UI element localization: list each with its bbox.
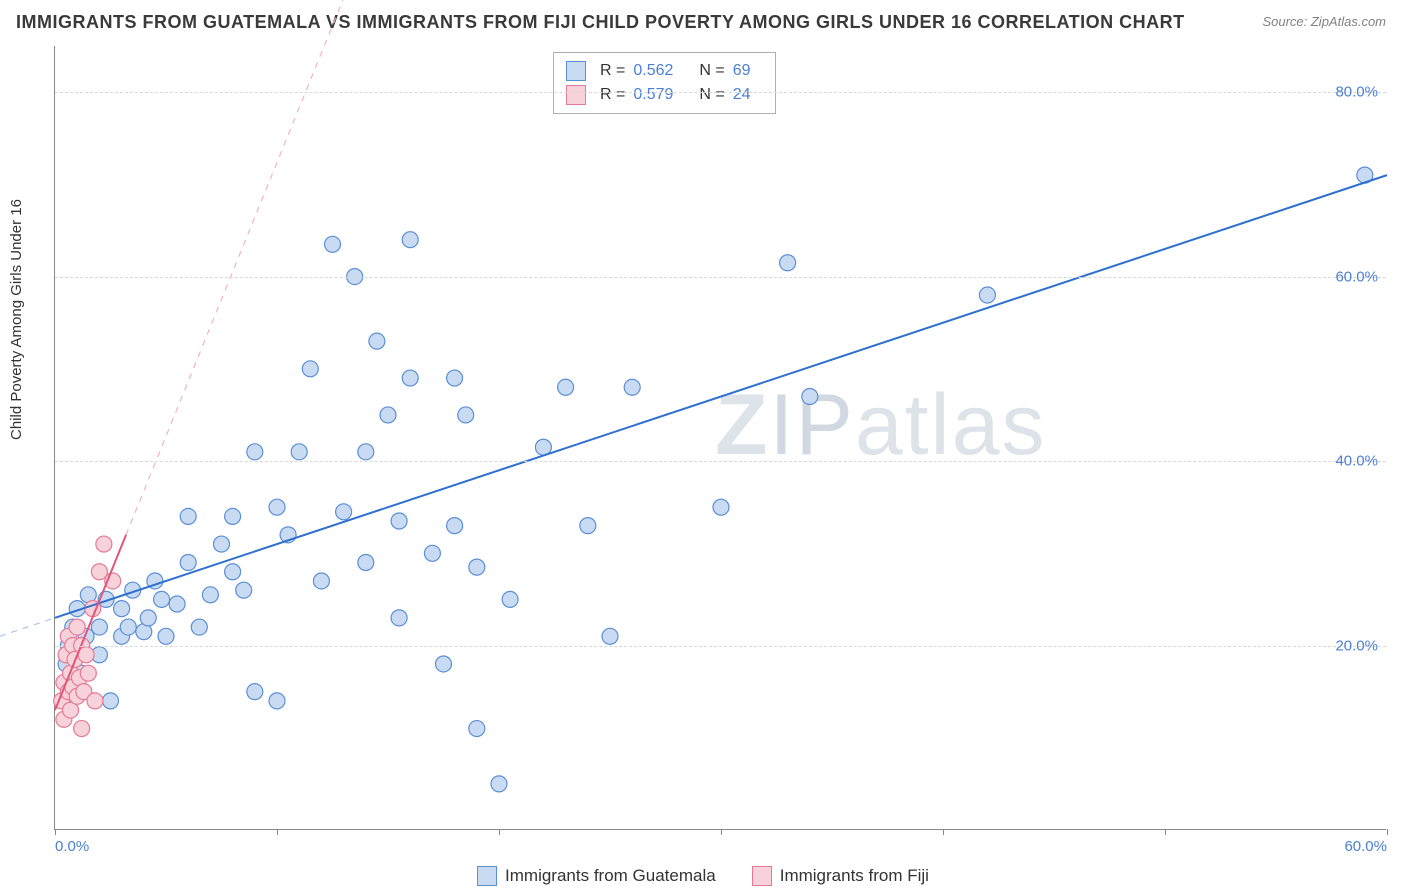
source-attribution: Source: ZipAtlas.com xyxy=(1262,14,1386,29)
plot-svg xyxy=(55,46,1386,829)
data-point-guatemala xyxy=(180,555,196,571)
data-point-guatemala xyxy=(269,499,285,515)
legend-swatch-guatemala xyxy=(477,866,497,886)
gridline-h xyxy=(55,277,1386,278)
x-tick xyxy=(55,829,56,835)
data-point-guatemala xyxy=(225,564,241,580)
legend-n-label: N = xyxy=(699,86,724,104)
y-tick-label: 40.0% xyxy=(1335,453,1378,470)
data-point-guatemala xyxy=(380,407,396,423)
x-tick-label: 60.0% xyxy=(1344,838,1387,855)
data-point-guatemala xyxy=(302,361,318,377)
data-point-guatemala xyxy=(169,596,185,612)
data-point-guatemala xyxy=(202,587,218,603)
legend-r-value-guatemala: 0.562 xyxy=(633,62,673,80)
x-tick xyxy=(943,829,944,835)
legend-series: Immigrants from Guatemala Immigrants fro… xyxy=(0,866,1406,886)
data-point-guatemala xyxy=(358,555,374,571)
data-point-guatemala xyxy=(140,610,156,626)
data-point-guatemala xyxy=(336,504,352,520)
data-point-fiji xyxy=(96,536,112,552)
legend-item-guatemala: Immigrants from Guatemala xyxy=(477,866,716,886)
data-point-guatemala xyxy=(780,255,796,271)
data-point-guatemala xyxy=(225,508,241,524)
data-point-guatemala xyxy=(391,610,407,626)
data-point-guatemala xyxy=(458,407,474,423)
y-tick-label: 80.0% xyxy=(1335,84,1378,101)
legend-item-fiji: Immigrants from Fiji xyxy=(752,866,929,886)
data-point-guatemala xyxy=(580,518,596,534)
y-tick-label: 20.0% xyxy=(1335,637,1378,654)
legend-n-value-guatemala: 69 xyxy=(733,62,751,80)
legend-n-value-fiji: 24 xyxy=(733,86,751,104)
x-tick-label: 0.0% xyxy=(55,838,89,855)
data-point-guatemala xyxy=(236,582,252,598)
x-tick xyxy=(1165,829,1166,835)
data-point-guatemala xyxy=(402,370,418,386)
data-point-guatemala xyxy=(325,236,341,252)
data-point-guatemala xyxy=(158,628,174,644)
legend-swatch-fiji xyxy=(752,866,772,886)
legend-label-fiji: Immigrants from Fiji xyxy=(780,866,929,886)
legend-r-label: R = xyxy=(600,86,625,104)
legend-stats-box: R = 0.562 N = 69 R = 0.579 N = 24 xyxy=(553,52,776,114)
chart-plot-area: ZIPatlas R = 0.562 N = 69 R = 0.579 N = … xyxy=(54,46,1386,830)
gridline-h xyxy=(55,646,1386,647)
x-tick xyxy=(277,829,278,835)
x-tick xyxy=(721,829,722,835)
data-point-guatemala xyxy=(436,656,452,672)
legend-n-label: N = xyxy=(699,62,724,80)
gridline-h xyxy=(55,461,1386,462)
data-point-guatemala xyxy=(154,591,170,607)
data-point-guatemala xyxy=(502,591,518,607)
legend-swatch-guatemala xyxy=(566,61,586,81)
y-tick-label: 60.0% xyxy=(1335,268,1378,285)
data-point-fiji xyxy=(87,693,103,709)
data-point-guatemala xyxy=(120,619,136,635)
data-point-fiji xyxy=(74,721,90,737)
data-point-guatemala xyxy=(802,388,818,404)
data-point-guatemala xyxy=(269,693,285,709)
data-point-guatemala xyxy=(369,333,385,349)
legend-stats-row-guatemala: R = 0.562 N = 69 xyxy=(566,59,763,83)
x-tick xyxy=(1387,829,1388,835)
legend-r-value-fiji: 0.579 xyxy=(633,86,673,104)
data-point-guatemala xyxy=(447,518,463,534)
data-point-guatemala xyxy=(103,693,119,709)
data-point-guatemala xyxy=(313,573,329,589)
data-point-guatemala xyxy=(391,513,407,529)
legend-r-label: R = xyxy=(600,62,625,80)
data-point-guatemala xyxy=(291,444,307,460)
data-point-guatemala xyxy=(114,601,130,617)
data-point-guatemala xyxy=(469,721,485,737)
legend-label-guatemala: Immigrants from Guatemala xyxy=(505,866,716,886)
data-point-guatemala xyxy=(624,379,640,395)
data-point-guatemala xyxy=(469,559,485,575)
data-point-guatemala xyxy=(447,370,463,386)
data-point-guatemala xyxy=(713,499,729,515)
data-point-guatemala xyxy=(558,379,574,395)
x-tick xyxy=(499,829,500,835)
legend-swatch-fiji xyxy=(566,85,586,105)
data-point-guatemala xyxy=(424,545,440,561)
data-point-guatemala xyxy=(191,619,207,635)
data-point-guatemala xyxy=(979,287,995,303)
data-point-guatemala xyxy=(180,508,196,524)
y-axis-label: Child Poverty Among Girls Under 16 xyxy=(8,199,25,440)
data-point-guatemala xyxy=(491,776,507,792)
data-point-fiji xyxy=(80,665,96,681)
gridline-h xyxy=(55,92,1386,93)
data-point-guatemala xyxy=(247,684,263,700)
data-point-guatemala xyxy=(91,619,107,635)
data-point-fiji xyxy=(69,619,85,635)
data-point-guatemala xyxy=(247,444,263,460)
legend-stats-row-fiji: R = 0.579 N = 24 xyxy=(566,83,763,107)
data-point-guatemala xyxy=(358,444,374,460)
chart-title: IMMIGRANTS FROM GUATEMALA VS IMMIGRANTS … xyxy=(16,12,1185,33)
data-point-guatemala xyxy=(402,232,418,248)
data-point-guatemala xyxy=(602,628,618,644)
data-point-guatemala xyxy=(214,536,230,552)
